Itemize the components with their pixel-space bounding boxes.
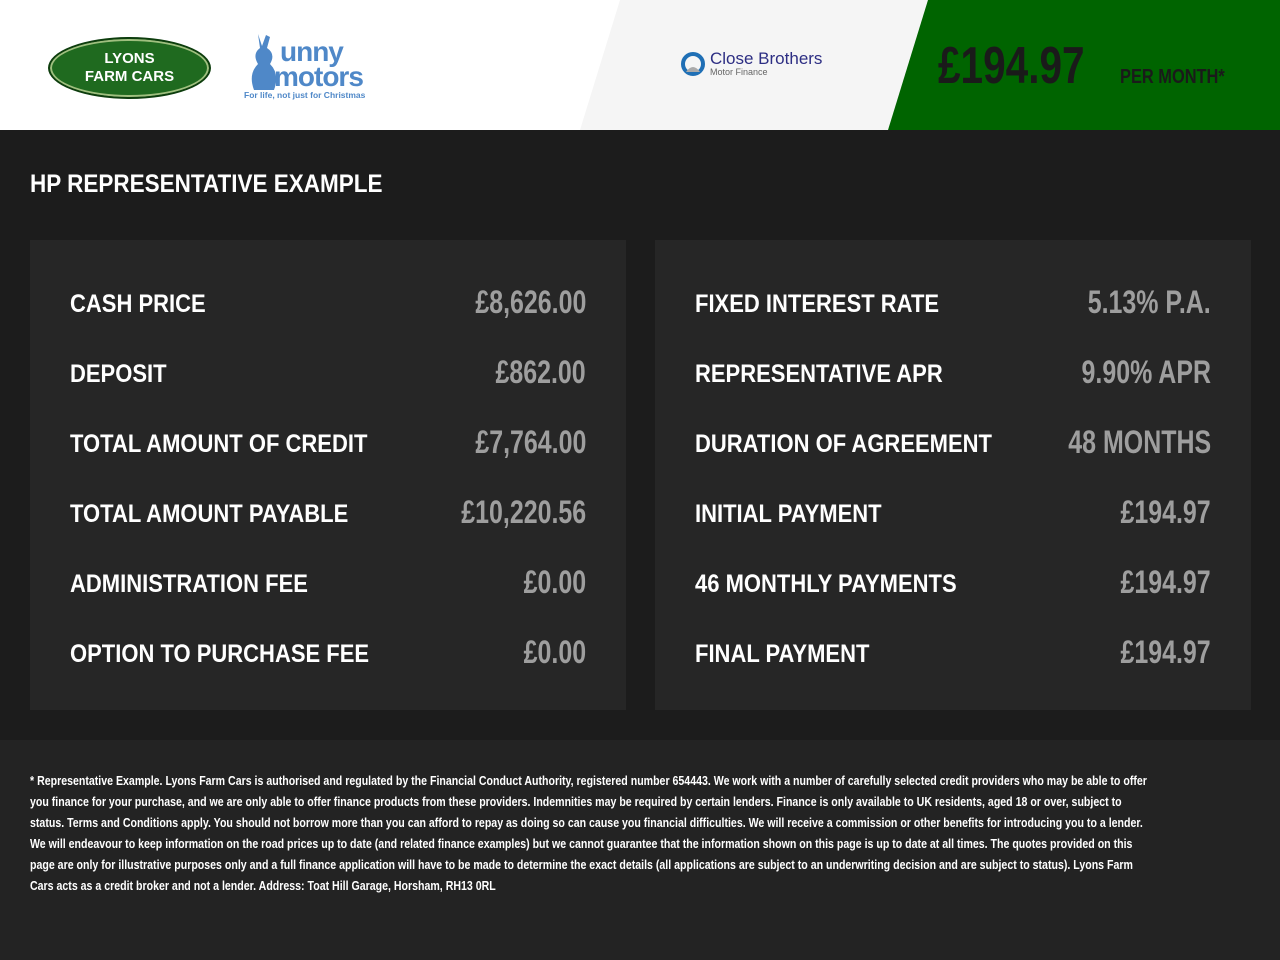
disclaimer-footer: * Representative Example. Lyons Farm Car…: [0, 740, 1280, 960]
logo-text-line1: LYONS: [104, 50, 155, 67]
finance-value: 9.90% APR: [1081, 354, 1211, 390]
finance-row: 46 MONTHLY PAYMENTS £194.97: [695, 550, 1211, 620]
finance-row: INITIAL PAYMENT £194.97: [695, 480, 1211, 550]
lender-subtitle: Motor Finance: [710, 67, 768, 77]
finance-value: 48 MONTHS: [1068, 424, 1211, 460]
per-month-label: PER MONTH*: [1120, 66, 1225, 88]
finance-value: £862.00: [495, 354, 586, 390]
finance-value: £8,626.00: [474, 284, 586, 320]
finance-value: £10,220.56: [461, 494, 586, 530]
finance-value: £0.00: [523, 564, 586, 600]
right-finance-panel: FIXED INTEREST RATE 5.13% P.A. REPRESENTAT…: [655, 240, 1251, 710]
bunny-motors-logo: unny motors For life, not just for Chris…: [244, 30, 384, 102]
lender-name: Close Brothers: [710, 49, 823, 68]
finance-label: 46 MONTHLY PAYMENTS: [695, 570, 957, 598]
finance-row: REPRESENTATIVE APR 9.90% APR: [695, 340, 1211, 410]
finance-label: DEPOSIT: [70, 360, 167, 388]
finance-row: FINAL PAYMENT £194.97: [695, 620, 1211, 690]
finance-label: ADMINISTRATION FEE: [70, 570, 308, 598]
finance-value: £7,764.00: [474, 424, 586, 460]
finance-label: INITIAL PAYMENT: [695, 500, 882, 528]
price-band: [888, 0, 1280, 130]
disclaimer-text: * Representative Example. Lyons Farm Car…: [30, 773, 1147, 893]
finance-row: TOTAL AMOUNT PAYABLE £10,220.56: [70, 480, 586, 550]
logo-word-1: unny: [280, 36, 344, 67]
finance-label: REPRESENTATIVE APR: [695, 360, 943, 388]
finance-label: OPTION TO PURCHASE FEE: [70, 640, 370, 668]
finance-label: CASH PRICE: [70, 290, 206, 318]
finance-label: FIXED INTEREST RATE: [695, 290, 940, 318]
finance-row: TOTAL AMOUNT OF CREDIT £7,764.00: [70, 410, 586, 480]
finance-label: FINAL PAYMENT: [695, 640, 870, 668]
section-title: HP REPRESENTATIVE EXAMPLE: [30, 170, 383, 198]
logo-word-2: motors: [274, 61, 364, 92]
monthly-price: £194.97: [938, 37, 1085, 95]
finance-label: TOTAL AMOUNT PAYABLE: [70, 500, 349, 528]
finance-label: DURATION OF AGREEMENT: [695, 430, 992, 458]
finance-value: £194.97: [1120, 494, 1211, 530]
finance-row: DURATION OF AGREEMENT 48 MONTHS: [695, 410, 1211, 480]
header: LYONS FARM CARS unny motors For life, no…: [0, 0, 1280, 130]
lyons-farm-cars-logo: LYONS FARM CARS: [48, 37, 211, 99]
finance-row: CASH PRICE £8,626.00: [70, 270, 586, 340]
close-brothers-logo: Close Brothers Motor Finance: [681, 50, 822, 77]
finance-label: TOTAL AMOUNT OF CREDIT: [70, 430, 368, 458]
close-brothers-icon: [681, 51, 705, 76]
finance-row: FIXED INTEREST RATE 5.13% P.A.: [695, 270, 1211, 340]
logo-text-line2: FARM CARS: [84, 68, 175, 85]
finance-value: £194.97: [1120, 564, 1211, 600]
finance-row: OPTION TO PURCHASE FEE £0.00: [70, 620, 586, 690]
finance-value: £194.97: [1120, 634, 1211, 670]
finance-row: ADMINISTRATION FEE £0.00: [70, 550, 586, 620]
finance-value: 5.13% P.A.: [1087, 284, 1211, 320]
logo-tagline: For life, not just for Christmas: [244, 90, 366, 100]
finance-row: DEPOSIT £862.00: [70, 340, 586, 410]
finance-value: £0.00: [523, 634, 586, 670]
left-finance-panel: CASH PRICE £8,626.00 DEPOSIT £862.00 TOTAL A…: [30, 240, 626, 710]
bunny-icon: [251, 34, 277, 90]
